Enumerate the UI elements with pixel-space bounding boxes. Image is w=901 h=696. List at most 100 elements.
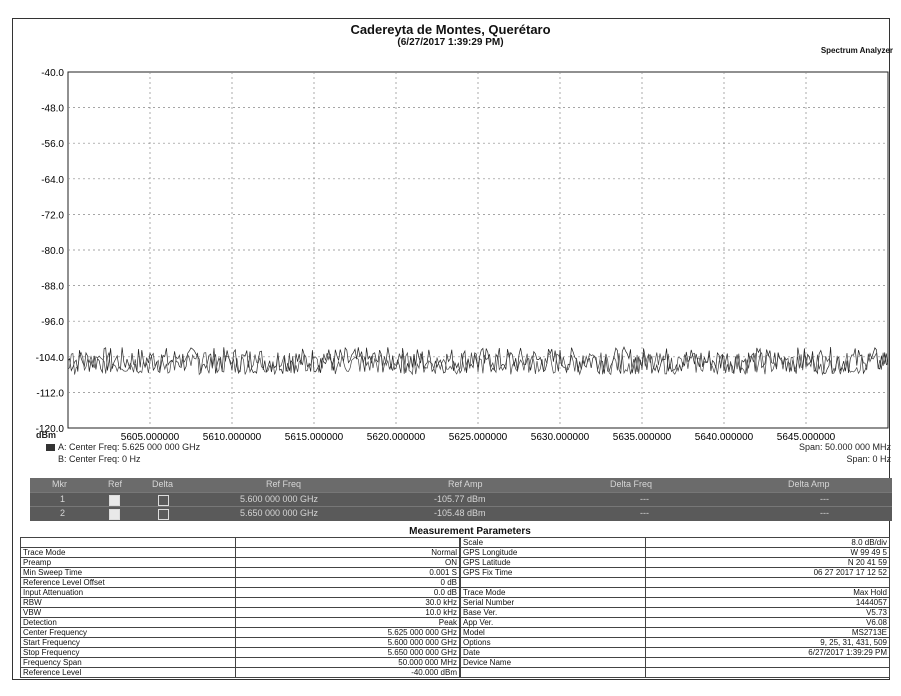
param-row: GPS Fix Time 06 27 2017 17 12 52 xyxy=(460,567,890,578)
param-name: Serial Number xyxy=(460,597,646,608)
param-row: Date 6/27/2017 1:39:29 PM xyxy=(460,647,890,658)
trace-line xyxy=(67,346,889,375)
param-name: Stop Frequency xyxy=(20,647,236,658)
param-name: Detection xyxy=(20,617,236,628)
param-row: Options 9, 25, 31, 431, 509 xyxy=(460,637,890,648)
param-name: Date xyxy=(460,647,646,658)
param-name: VBW xyxy=(20,607,236,618)
x-tick-label: 5645.000000 xyxy=(777,432,836,443)
delta-freq-value: --- xyxy=(640,508,649,518)
trace-b-legend: B: Center Freq: 0 Hz xyxy=(58,454,141,464)
param-name: Frequency Span xyxy=(20,657,236,668)
param-value: 06 27 2017 17 12 52 xyxy=(645,567,890,578)
y-tick-label: -104.0 xyxy=(36,353,65,364)
y-tick-label: -40.0 xyxy=(41,68,64,79)
params-left-table: Trace Mode Normal Preamp ON Min Sweep Time 0.… xyxy=(20,537,460,678)
marker-row[interactable]: 1 5.600 000 000 GHz -105.77 dBm --- --- xyxy=(30,492,892,507)
x-tick-label: 5605.000000 xyxy=(121,432,180,443)
ref-freq-value: 5.600 000 000 GHz xyxy=(240,494,319,504)
param-name: Trace Mode xyxy=(460,587,646,598)
marker-number: 1 xyxy=(60,494,66,504)
param-row: Trace Mode Normal xyxy=(20,547,460,558)
param-value: 1444057 xyxy=(645,597,890,608)
col-delta-freq: Delta Freq xyxy=(610,479,653,489)
x-tick-label: 5635.000000 xyxy=(613,432,672,443)
param-value: 0 dB xyxy=(235,577,460,588)
param-name: Options xyxy=(460,637,646,648)
span-b-label: Span: 0 Hz xyxy=(846,454,891,464)
ref-checkbox[interactable] xyxy=(109,495,120,506)
param-value: 0.0 dB xyxy=(235,587,460,598)
param-row: Trace Mode Max Hold xyxy=(460,587,890,598)
param-name xyxy=(20,537,236,548)
param-row: Input Attenuation 0.0 dB xyxy=(20,587,460,598)
param-value: 0.001 S xyxy=(235,567,460,578)
trace-a-label: A: Center Freq: 5.625 000 000 GHz xyxy=(58,442,201,452)
param-value: 10.0 kHz xyxy=(235,607,460,618)
param-row: RBW 30.0 kHz xyxy=(20,597,460,608)
param-value: 9, 25, 31, 431, 509 xyxy=(645,637,890,648)
marker-number: 2 xyxy=(60,508,66,518)
param-value: 5.625 000 000 GHz xyxy=(235,627,460,638)
trace-a-legend: A: Center Freq: 5.625 000 000 GHz xyxy=(46,442,200,452)
param-row: Device Name xyxy=(460,657,890,668)
x-tick-label: 5640.000000 xyxy=(695,432,754,443)
param-value: ON xyxy=(235,557,460,568)
col-ref-freq: Ref Freq xyxy=(266,479,302,489)
delta-amp-value: --- xyxy=(820,508,829,518)
param-row: Reference Level -40.000 dBm xyxy=(20,667,460,678)
trace-a-swatch xyxy=(46,444,55,452)
ref-amp-value: -105.48 dBm xyxy=(434,508,486,518)
param-name: App Ver. xyxy=(460,617,646,628)
param-value: 8.0 dB/div xyxy=(645,537,890,548)
param-name: GPS Latitude xyxy=(460,557,646,568)
y-tick-label: -88.0 xyxy=(41,282,64,293)
param-value: W 99 49 5 xyxy=(645,547,890,558)
x-tick-label: 5615.000000 xyxy=(285,432,344,443)
param-value xyxy=(645,657,890,668)
param-row: Center Frequency 5.625 000 000 GHz xyxy=(20,627,460,638)
col-mkr: Mkr xyxy=(52,479,67,489)
param-row xyxy=(20,537,460,548)
param-name: GPS Fix Time xyxy=(460,567,646,578)
x-tick-label: 5610.000000 xyxy=(203,432,262,443)
delta-checkbox[interactable] xyxy=(158,509,169,520)
ref-freq-value: 5.650 000 000 GHz xyxy=(240,508,319,518)
param-value: 5.600 000 000 GHz xyxy=(235,637,460,648)
param-name: Center Frequency xyxy=(20,627,236,638)
param-name: Start Frequency xyxy=(20,637,236,648)
param-value xyxy=(645,667,890,678)
param-row: GPS Longitude W 99 49 5 xyxy=(460,547,890,558)
param-value xyxy=(645,577,890,588)
ref-checkbox[interactable] xyxy=(109,509,120,520)
chart-title: Cadereyta de Montes, Querétaro xyxy=(350,22,551,37)
param-name xyxy=(460,667,646,678)
marker-table: Mkr Ref Delta Ref Freq Ref Amp Delta Fre… xyxy=(30,478,892,521)
col-delta-amp: Delta Amp xyxy=(788,479,830,489)
y-unit-label: dBm xyxy=(36,430,56,440)
measurement-params-title: Measurement Parameters xyxy=(409,526,531,537)
y-tick-label: -80.0 xyxy=(41,246,64,257)
param-row: Stop Frequency 5.650 000 000 GHz xyxy=(20,647,460,658)
param-row: VBW 10.0 kHz xyxy=(20,607,460,618)
chart-subtitle: (6/27/2017 1:39:29 PM) xyxy=(397,37,504,48)
y-tick-label: -120.0 xyxy=(36,424,65,435)
delta-checkbox[interactable] xyxy=(158,495,169,506)
col-delta: Delta xyxy=(152,479,174,489)
param-row: Frequency Span 50.000 000 MHz xyxy=(20,657,460,668)
param-value: Peak xyxy=(235,617,460,628)
param-value: V5.73 xyxy=(645,607,890,618)
delta-freq-value: --- xyxy=(640,494,649,504)
y-tick-label: -72.0 xyxy=(41,210,64,221)
param-row: Base Ver. V5.73 xyxy=(460,607,890,618)
param-name: RBW xyxy=(20,597,236,608)
param-name: GPS Longitude xyxy=(460,547,646,558)
x-tick-label: 5630.000000 xyxy=(531,432,590,443)
param-row xyxy=(460,577,890,588)
param-name: Model xyxy=(460,627,646,638)
param-name: Device Name xyxy=(460,657,646,668)
param-row: Reference Level Offset 0 dB xyxy=(20,577,460,588)
param-row: Min Sweep Time 0.001 S xyxy=(20,567,460,578)
marker-row[interactable]: 2 5.650 000 000 GHz -105.48 dBm --- --- xyxy=(30,506,892,521)
y-tick-label: -112.0 xyxy=(36,388,64,399)
